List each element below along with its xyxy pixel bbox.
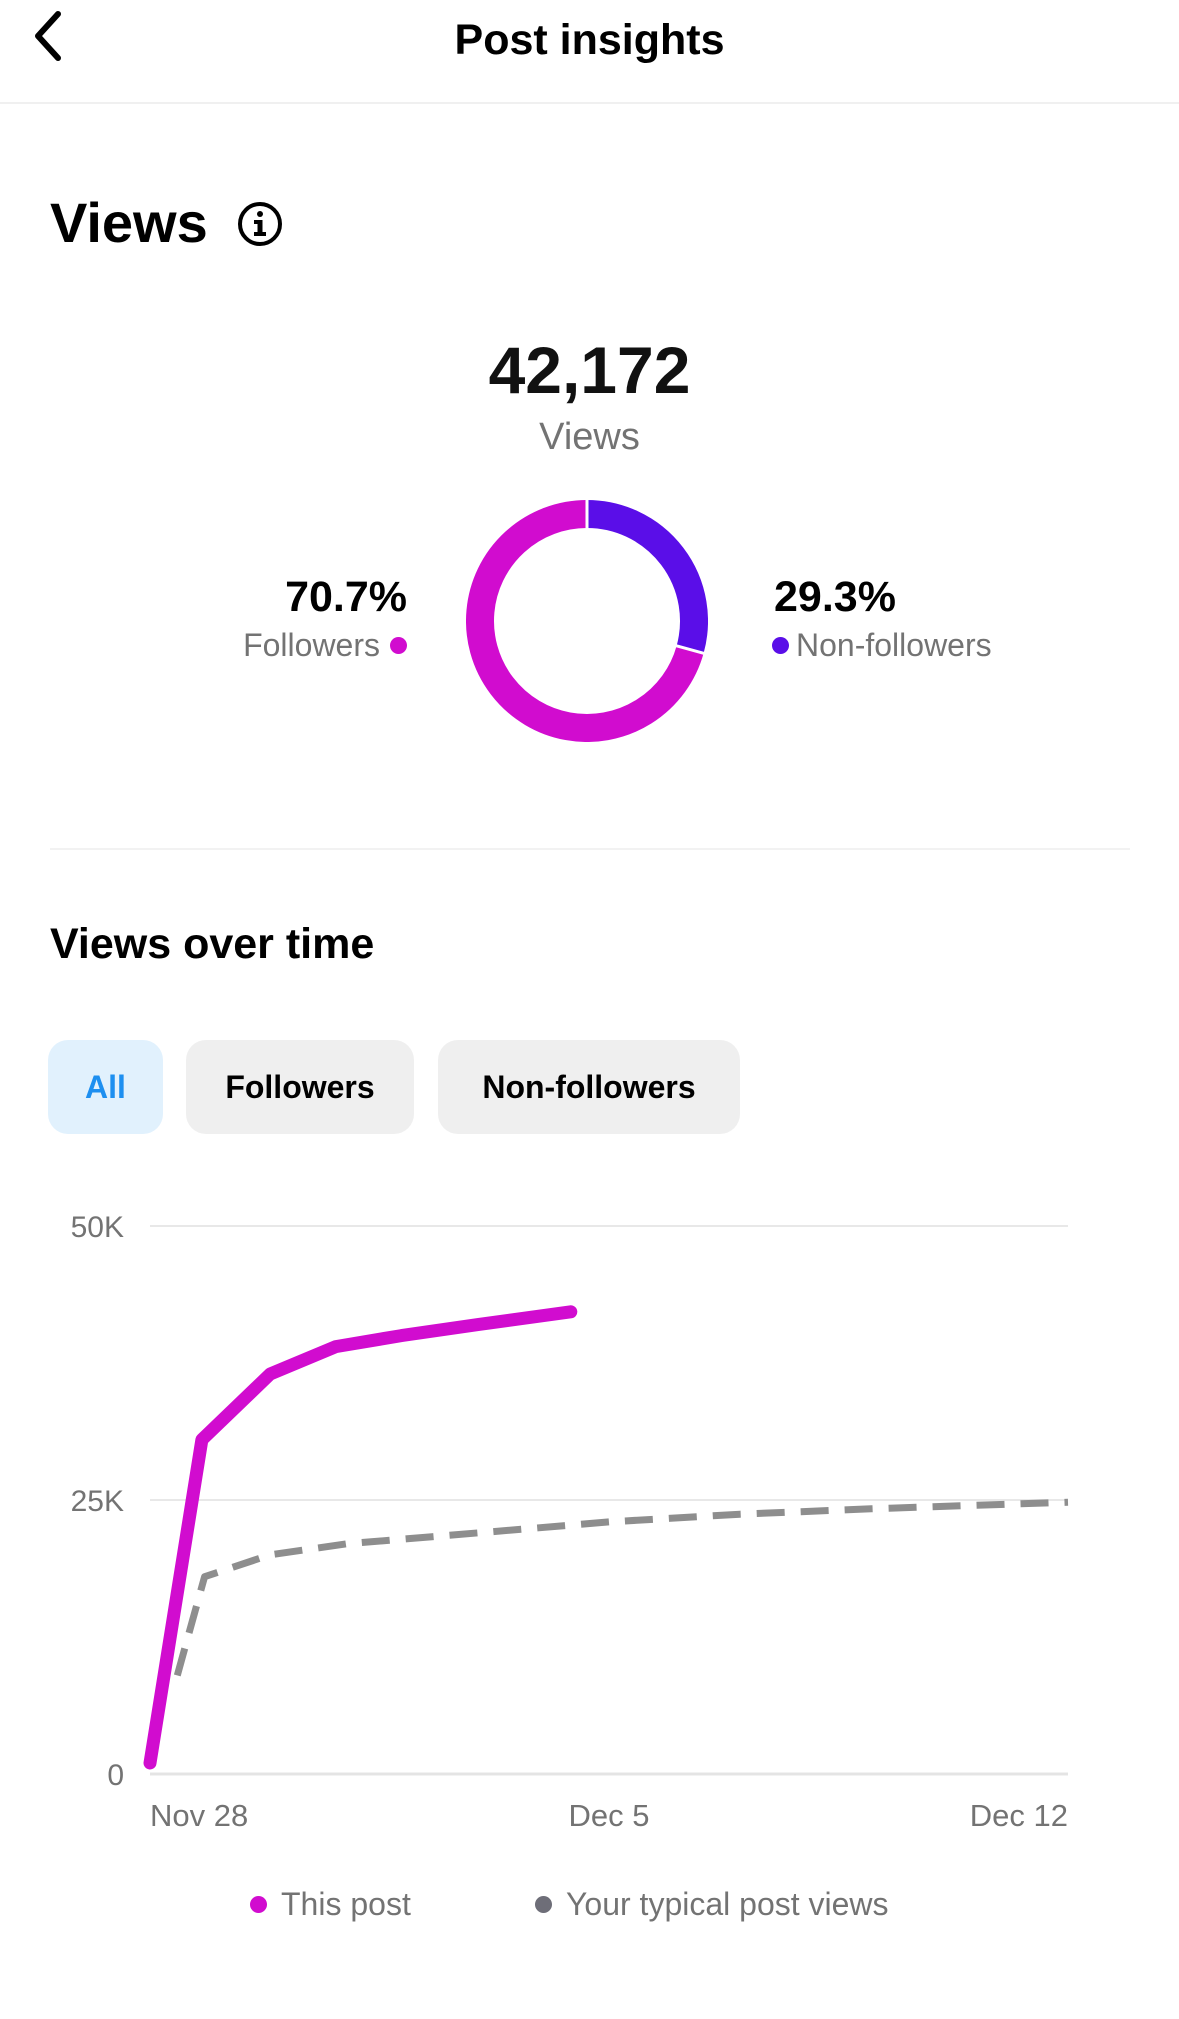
legend-this-post-label: This post xyxy=(281,1885,411,1922)
followers-percentage: 70.7% xyxy=(285,573,407,621)
page-title: Post insights xyxy=(454,16,725,64)
followers-legend-label: Followers xyxy=(243,627,380,663)
legend-typical-views-label: Your typical post views xyxy=(566,1885,889,1922)
x-tick-label: Nov 28 xyxy=(150,1798,248,1833)
views-donut-chart xyxy=(466,498,708,742)
views-heading: Views xyxy=(50,191,208,254)
non-followers-percentage: 29.3% xyxy=(774,573,896,621)
legend-this-post: This post xyxy=(250,1880,411,1928)
info-circle-icon xyxy=(238,202,282,246)
x-tick-label: Dec 12 xyxy=(970,1798,1068,1833)
back-button[interactable] xyxy=(18,2,90,74)
views-over-time-heading: Views over time xyxy=(50,920,375,968)
followers-legend: Followers xyxy=(243,624,407,666)
y-tick-label: 25K xyxy=(71,1485,124,1518)
filter-chip-non-followers[interactable]: Non-followers xyxy=(438,1040,740,1134)
section-divider xyxy=(50,848,1130,850)
header-bar: Post insights xyxy=(0,0,1179,104)
donut-slice-followers xyxy=(466,500,704,742)
typical-views-line xyxy=(173,1498,1069,1677)
total-views-label: Views xyxy=(539,416,640,458)
this-post-dot xyxy=(250,1895,267,1913)
total-views-value: 42,172 xyxy=(488,333,691,407)
donut-separator xyxy=(674,643,706,656)
this-post-line xyxy=(143,1305,578,1770)
donut-slice-non-followers xyxy=(586,500,708,654)
legend-typical-views: Your typical post views xyxy=(535,1880,889,1928)
non-followers-dot xyxy=(772,636,789,654)
non-followers-legend-label: Non-followers xyxy=(796,627,992,663)
chevron-left-icon xyxy=(35,11,61,61)
filter-chip-all[interactable]: All xyxy=(48,1040,163,1134)
followers-dot xyxy=(390,636,407,654)
filter-chip-followers[interactable]: Followers xyxy=(186,1040,414,1134)
views-line-chart: 0 25K 50K Nov 28 Dec 5 Dec 12 xyxy=(0,1180,1179,1860)
y-tick-label: 0 xyxy=(107,1759,124,1792)
x-tick-label: Dec 5 xyxy=(569,1798,650,1833)
info-button[interactable] xyxy=(236,200,284,248)
non-followers-legend: Non-followers xyxy=(772,624,992,666)
typical-views-dot xyxy=(535,1895,552,1913)
y-tick-label: 50K xyxy=(71,1211,124,1244)
